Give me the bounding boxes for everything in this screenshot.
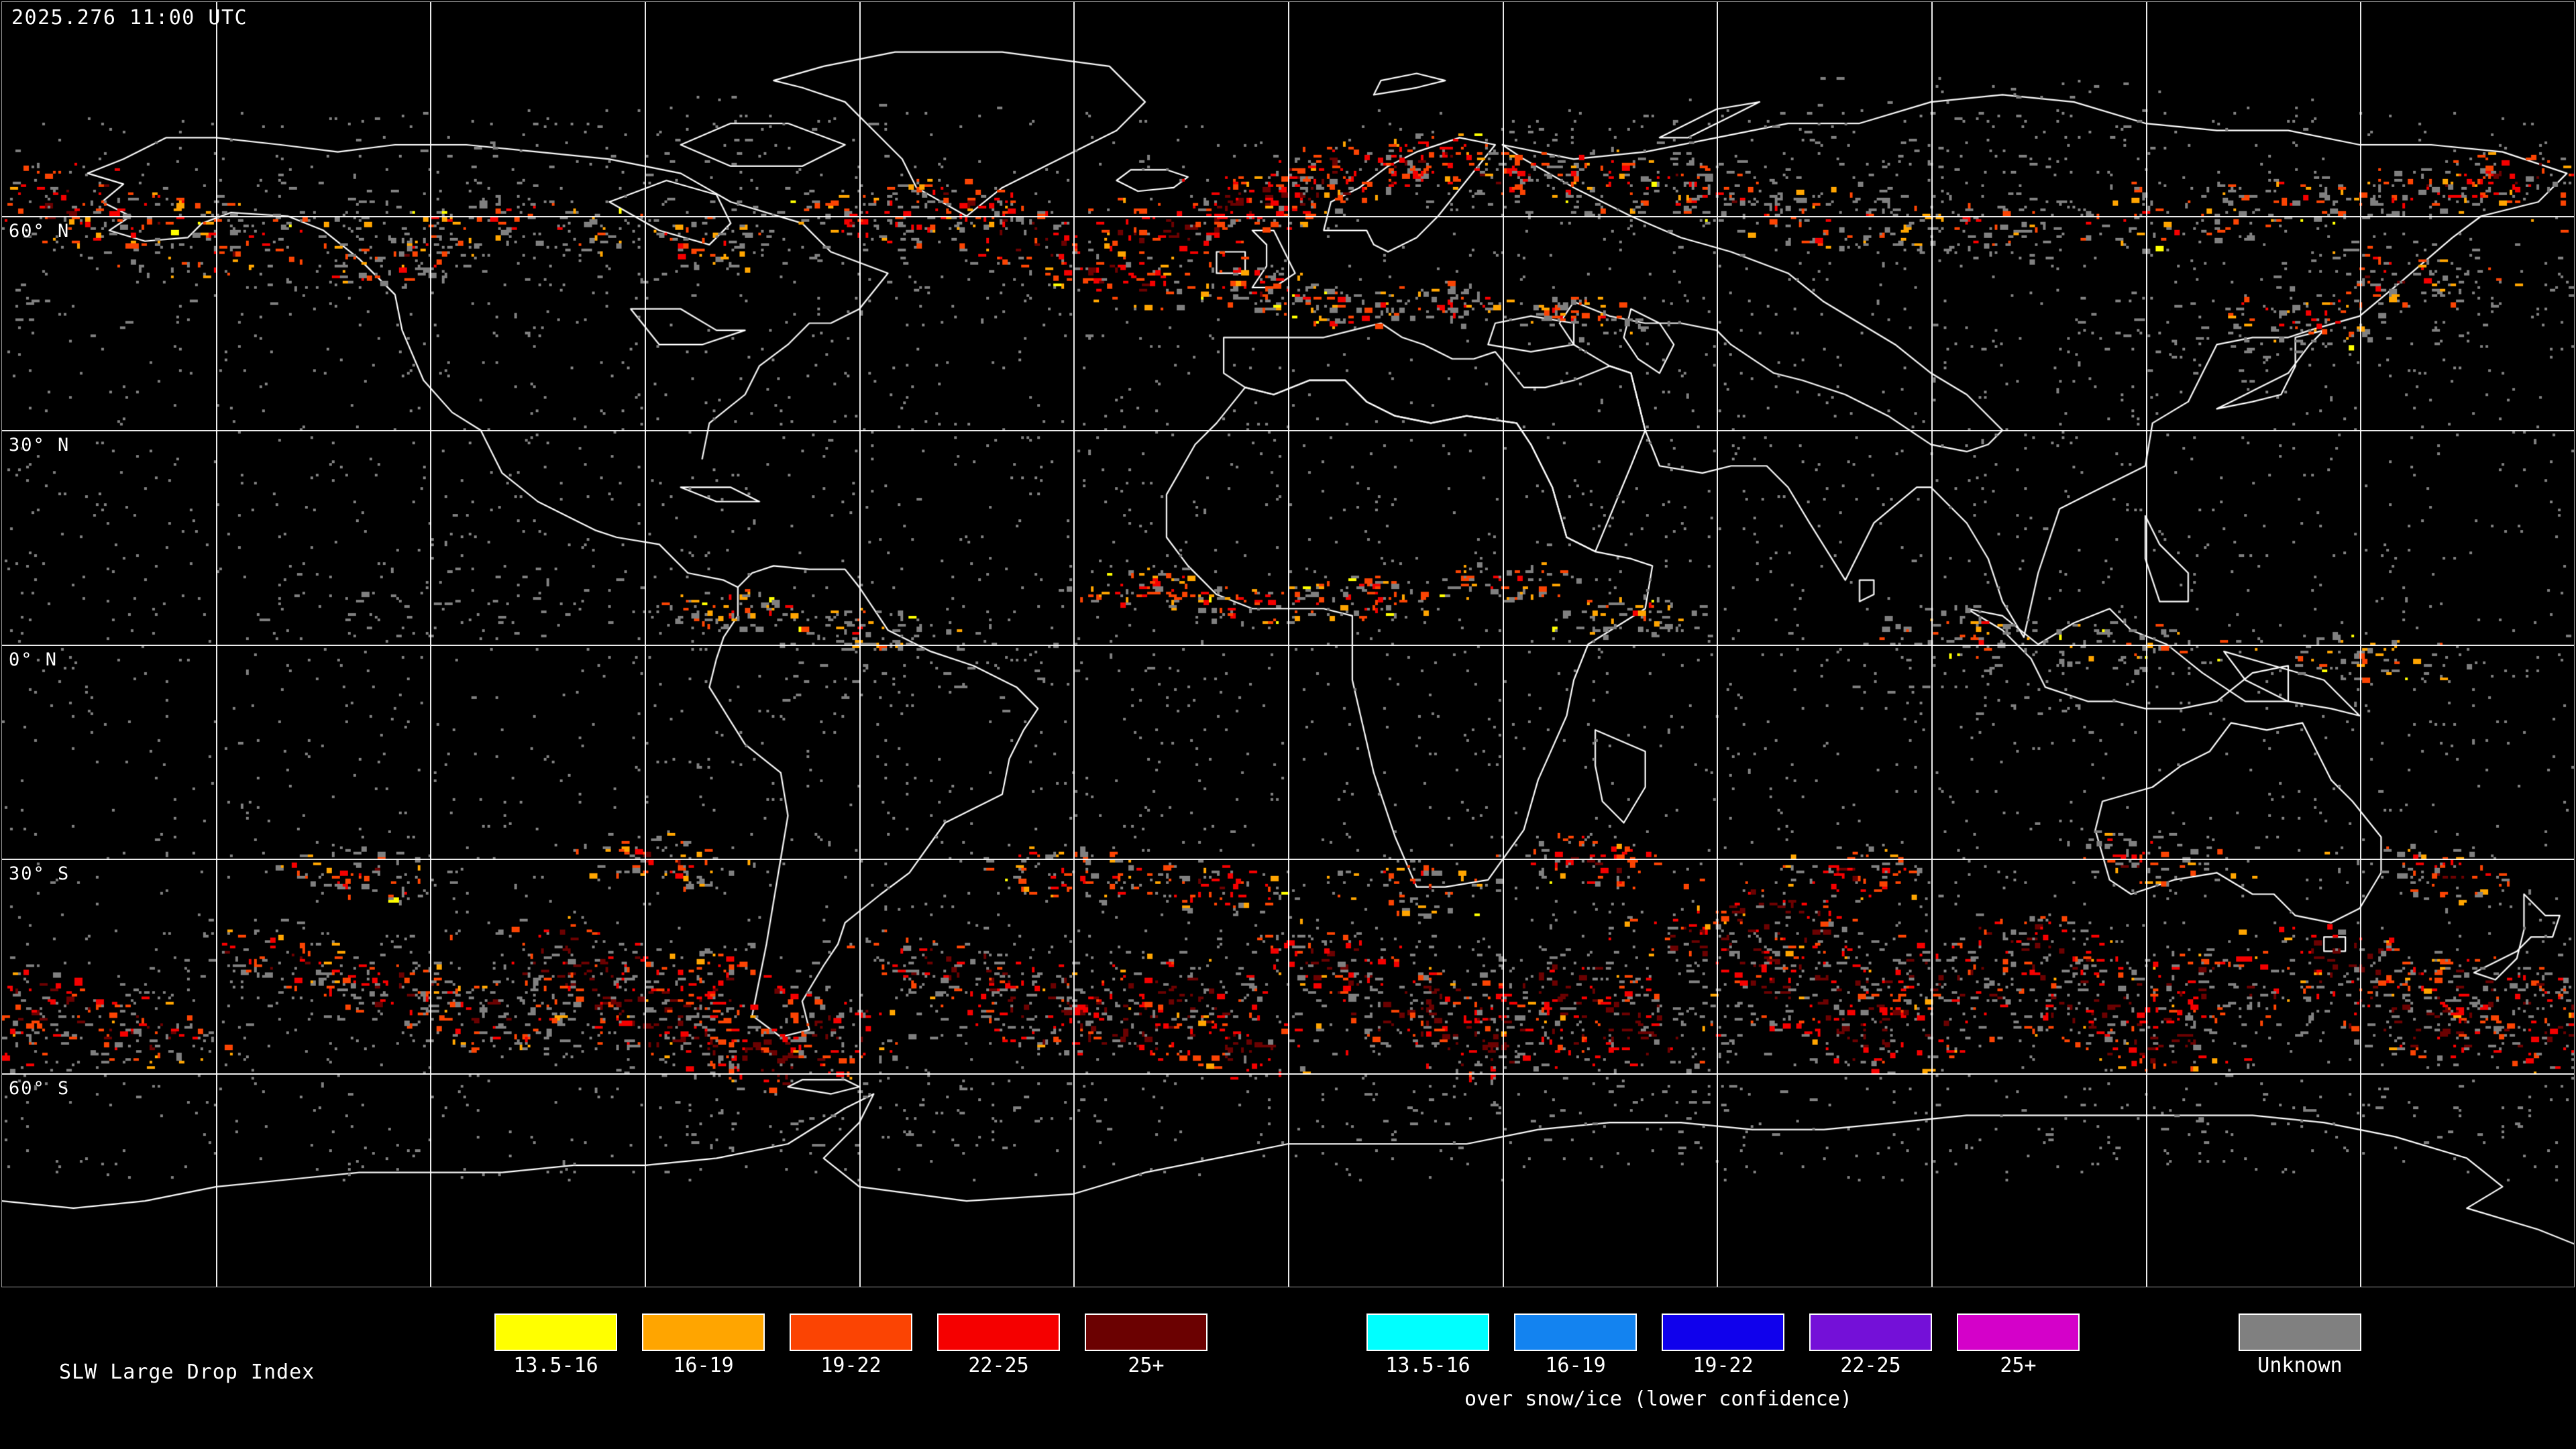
slw-snowice-1619-swatch[interactable] [1514, 1313, 1637, 1351]
latitude-label--30: 30° S [9, 863, 70, 884]
longitude-gridline--150 [215, 2, 217, 1287]
legend-title: SLW Large Drop Index [59, 1360, 315, 1384]
slw-snowice-2225-swatch[interactable] [1809, 1313, 1932, 1351]
slw-index-2225-swatch[interactable] [937, 1313, 1060, 1351]
map-panel[interactable]: 2025.276 11:00 UTC 60° N 30° N 0° N 30° S 60… [1, 1, 2575, 1287]
slw-snowice-13516-label: 13.5-16 [1385, 1354, 1470, 1377]
slw-snowice-25-label: 25+ [2000, 1354, 2037, 1377]
longitude-gridline-60 [1717, 2, 1719, 1287]
slw-index-1619-label: 16-19 [673, 1354, 734, 1377]
slw-index-1922-swatch[interactable] [790, 1313, 912, 1351]
slw-unknown-swatch[interactable] [2239, 1313, 2361, 1351]
legend-panel: SLW Large Drop Index 13.5-16 16-19 19-22 22… [0, 1287, 2576, 1449]
slw-index-13516-swatch[interactable] [494, 1313, 617, 1351]
longitude-gridline--30 [1073, 2, 1075, 1287]
slw-index-13516-label: 13.5-16 [513, 1354, 598, 1377]
latitude-label-60: 60° N [9, 220, 70, 241]
latitude-label-30: 30° N [9, 435, 70, 455]
snow-ice-note-label: over snow/ice (lower confidence) [1464, 1387, 1852, 1411]
slw-snowice-1619-label: 16-19 [1545, 1354, 1606, 1377]
latitude-label-0: 0° N [9, 649, 58, 670]
slw-index-2225-label: 22-25 [968, 1354, 1029, 1377]
longitude-gridline-120 [2145, 2, 2147, 1287]
longitude-gridline--90 [645, 2, 646, 1287]
longitude-gridline-150 [2360, 2, 2362, 1287]
slw-index-1619-swatch[interactable] [642, 1313, 765, 1351]
latitude-label--60: 60° S [9, 1077, 70, 1099]
slw-index-1922-label: 19-22 [820, 1354, 881, 1377]
longitude-gridline-0 [1288, 2, 1289, 1287]
slw-snowice-13516-swatch[interactable] [1366, 1313, 1489, 1351]
longitude-gridline-30 [1502, 2, 1504, 1287]
longitude-gridline-90 [1931, 2, 1933, 1287]
slw-index-25-swatch[interactable] [1085, 1313, 1208, 1351]
slw-snowice-25-swatch[interactable] [1957, 1313, 2080, 1351]
slw-snowice-1922-label: 19-22 [1693, 1354, 1754, 1377]
slw-index-25-label: 25+ [1128, 1354, 1165, 1377]
longitude-gridline--60 [859, 2, 861, 1287]
slw-snowice-1922-swatch[interactable] [1662, 1313, 1784, 1351]
slw-unknown-label: Unknown [2257, 1354, 2343, 1377]
longitude-gridline--120 [430, 2, 432, 1287]
timestamp-label: 2025.276 11:00 UTC [11, 6, 248, 30]
slw-snowice-2225-label: 22-25 [1840, 1354, 1901, 1377]
